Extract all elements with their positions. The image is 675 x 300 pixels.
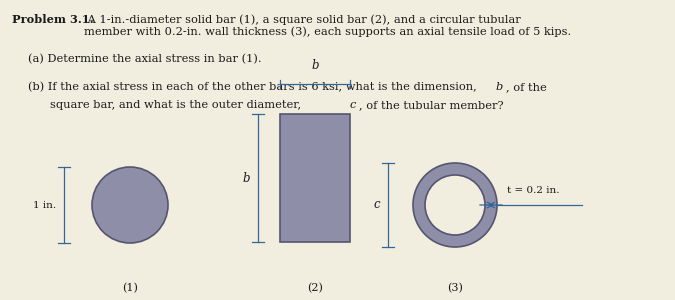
Text: (a) Determine the axial stress in bar (1).: (a) Determine the axial stress in bar (1… — [28, 54, 262, 64]
Text: (2): (2) — [307, 283, 323, 293]
Circle shape — [92, 167, 168, 243]
Circle shape — [425, 175, 485, 235]
Text: square bar, and what is the outer diameter,: square bar, and what is the outer diamet… — [50, 100, 304, 110]
Text: (1): (1) — [122, 283, 138, 293]
Text: b: b — [311, 59, 319, 72]
Text: b: b — [242, 172, 250, 184]
Text: , of the tubular member?: , of the tubular member? — [359, 100, 504, 110]
Text: 1 in.: 1 in. — [33, 200, 56, 209]
Text: A 1-in.-diameter solid bar (1), a square solid bar (2), and a circular tubular
m: A 1-in.-diameter solid bar (1), a square… — [84, 14, 571, 37]
Text: c: c — [373, 199, 380, 212]
Text: b: b — [496, 82, 504, 92]
Circle shape — [413, 163, 497, 247]
Text: (3): (3) — [447, 283, 463, 293]
Text: , of the: , of the — [506, 82, 547, 92]
Bar — [280, 114, 350, 242]
Text: Problem 3.1.: Problem 3.1. — [12, 14, 94, 25]
Text: t = 0.2 in.: t = 0.2 in. — [507, 186, 560, 195]
Text: (b) If the axial stress in each of the other bars is 6 ksi, what is the dimensio: (b) If the axial stress in each of the o… — [28, 82, 481, 92]
Text: c: c — [350, 100, 356, 110]
